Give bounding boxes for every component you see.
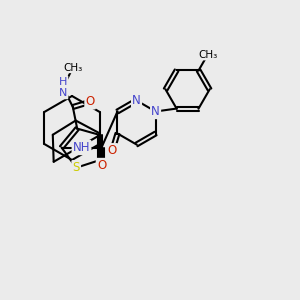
Text: O: O [97,159,106,172]
Text: NH: NH [73,141,90,154]
Text: CH₃: CH₃ [63,63,82,73]
Text: CH₃: CH₃ [198,50,217,60]
Text: N: N [151,105,160,118]
Text: S: S [73,161,80,174]
Text: H
N: H N [59,76,67,98]
Text: N: N [132,94,141,107]
Text: O: O [85,95,95,108]
Text: O: O [108,144,117,157]
